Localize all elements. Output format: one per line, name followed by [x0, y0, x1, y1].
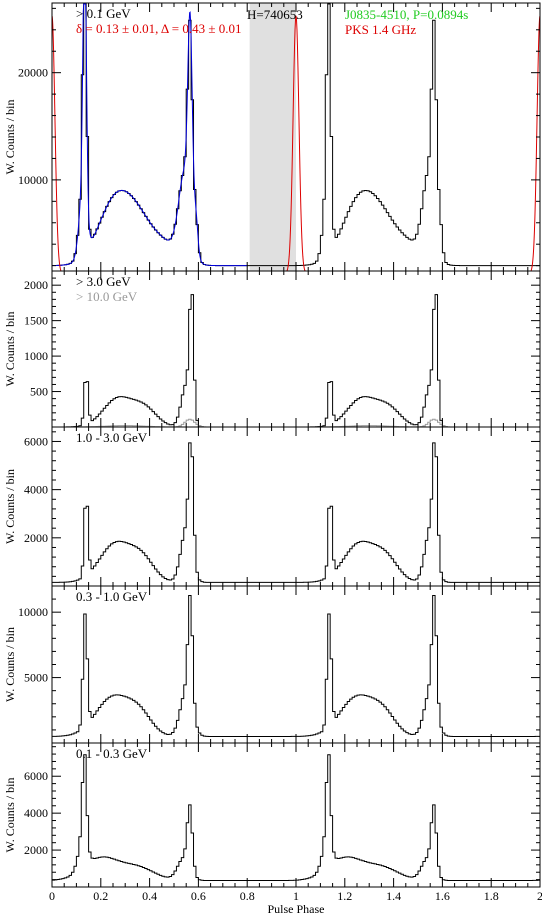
- x-tick-label: 0.6: [191, 889, 206, 903]
- radio-profile-0: [51, 15, 67, 272]
- x-tick-label: 0.4: [142, 889, 157, 903]
- y-tick-label: 6000: [24, 769, 48, 783]
- y-tick-label: 6000: [24, 434, 48, 448]
- y-tick-label: 2000: [24, 278, 48, 292]
- panel-label: > 0.1 GeV: [76, 6, 131, 21]
- panel-gt3: 500 1000 1500 2000 W. Counts / bin > 3.0 GeV>…: [3, 270, 541, 428]
- x-tick-label: 0.8: [240, 889, 255, 903]
- y-tick-label: 4000: [24, 483, 48, 497]
- light-curve-01to03: [52, 754, 540, 882]
- x-tick-label: 0: [49, 889, 55, 903]
- y-tick-label: 4000: [24, 806, 48, 820]
- panel-label: > 3.0 GeV: [76, 274, 131, 289]
- y-tick-label: 2000: [24, 531, 48, 545]
- x-axis-label: Pulse Phase: [268, 902, 325, 914]
- x-tick-label: 1.6: [435, 889, 450, 903]
- panel-01to03: 2000 4000 6000 W. Counts / bin 0.1 - 0.3 GeV…: [3, 742, 542, 914]
- y-axis-label: W. Counts / bin: [3, 312, 17, 387]
- y-tick-label: 500: [30, 385, 48, 399]
- panel-frame-03to1: [51, 585, 541, 744]
- source-label: J0835-4510, P=0.0894s: [345, 7, 468, 22]
- panel-frame-1to3: [51, 426, 541, 587]
- x-tick-label: 1.4: [386, 889, 401, 903]
- light-curve-1to3: [52, 442, 540, 583]
- light-curve-03to1: [52, 594, 540, 737]
- y-axis-label: W. Counts / bin: [3, 100, 17, 175]
- x-tick-label: 1.8: [484, 889, 499, 903]
- radio-profile-2: [525, 15, 541, 272]
- y-tick-label: 10000: [18, 173, 48, 187]
- y-tick-label: 2000: [24, 843, 48, 857]
- x-tick-label: 1: [293, 889, 299, 903]
- panel-label: δ = 0.13 ± 0.01, Δ = 0.43 ± 0.01: [76, 21, 241, 36]
- y-tick-label: 20000: [18, 66, 48, 80]
- fit-curve: [51, 3, 248, 267]
- x-tick-label: 2: [537, 889, 542, 903]
- y-axis-label: W. Counts / bin: [3, 627, 17, 702]
- light-curve-gt3: [52, 294, 540, 428]
- y-tick-label: 10000: [18, 605, 48, 619]
- x-tick-label: 0.2: [93, 889, 108, 903]
- panel-1to3: 2000 4000 6000 W. Counts / bin 1.0 - 3.0 GeV: [3, 426, 541, 587]
- panel-frame-01to03: [51, 742, 541, 888]
- htest-label: H=740653: [247, 7, 303, 22]
- y-axis-label: W. Counts / bin: [3, 778, 17, 853]
- y-tick-label: 5000: [24, 671, 48, 685]
- panel-label: > 10.0 GeV: [76, 289, 138, 304]
- y-tick-label: 1000: [24, 349, 48, 363]
- off-pulse-region: [249, 3, 296, 271]
- x-tick-label: 1.2: [337, 889, 352, 903]
- y-tick-label: 1500: [24, 314, 48, 328]
- panel-label: 0.1 - 0.3 GeV: [76, 746, 148, 761]
- panel-label: 0.3 - 1.0 GeV: [76, 589, 148, 604]
- y-axis-label: W. Counts / bin: [3, 469, 17, 544]
- radio-label: PKS 1.4 GHz: [345, 22, 416, 37]
- panel-label: 1.0 - 3.0 GeV: [76, 430, 148, 445]
